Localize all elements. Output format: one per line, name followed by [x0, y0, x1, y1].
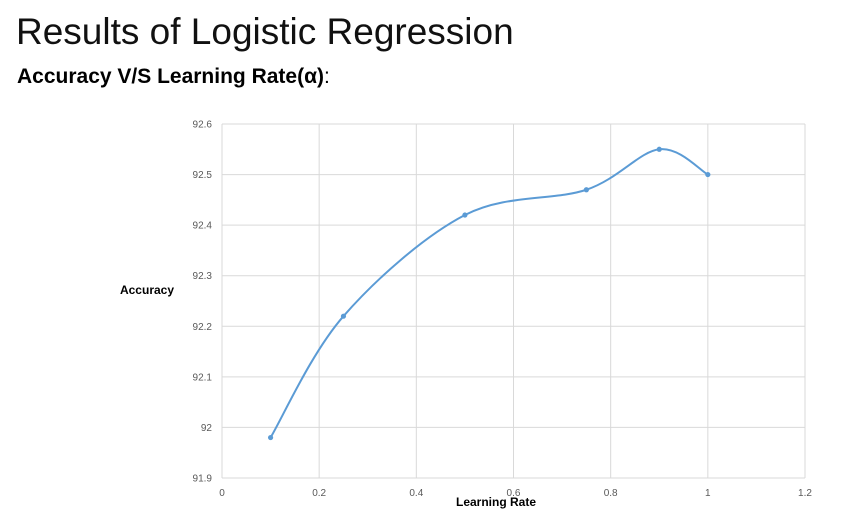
data-point	[267, 434, 274, 441]
y-tick-label: 92.1	[193, 372, 213, 383]
x-tick-label: 0	[219, 488, 225, 499]
tick-labels: 91.9 92 92.1 92.2 92.3 92.4 92.5 92.6 0 0.2 0.4 0.6…	[193, 120, 813, 500]
slide-subtitle: Accuracy V/S Learning Rate(α):	[17, 64, 330, 89]
x-tick-label: 1.2	[798, 488, 812, 499]
subtitle-text: Accuracy V/S Learning Rate(α)	[17, 65, 325, 88]
gridlines	[221, 123, 806, 479]
y-tick-label: 91.9	[193, 474, 213, 485]
series-line	[269, 148, 709, 439]
y-tick-label: 92.5	[193, 170, 213, 181]
data-point	[462, 212, 468, 218]
data-point	[583, 187, 589, 193]
x-tick-label: 0.8	[604, 488, 618, 499]
data-point	[340, 313, 347, 319]
data-point	[705, 171, 711, 178]
y-tick-label: 92.3	[193, 271, 213, 282]
series-layer	[267, 146, 711, 441]
x-tick-label: 1	[705, 488, 711, 499]
x-axis-title: Learning Rate	[456, 495, 536, 509]
x-tick-label: 0.6	[507, 488, 521, 499]
x-tick-label: 0.2	[312, 488, 326, 499]
y-axis-title: Accuracy	[120, 283, 174, 297]
data-point	[656, 146, 662, 152]
y-tick-label: 92.6	[193, 120, 213, 131]
y-tick-label: 92.4	[193, 221, 213, 232]
y-tick-label: 92	[201, 423, 213, 434]
subtitle-colon: :	[324, 65, 330, 88]
y-tick-label: 92.2	[193, 322, 213, 333]
slide-title: Results of Logistic Regression	[16, 11, 514, 52]
x-tick-label: 0.4	[409, 488, 423, 499]
